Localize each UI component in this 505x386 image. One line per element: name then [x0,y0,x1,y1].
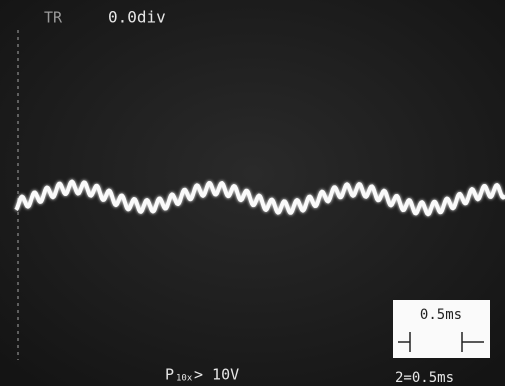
probe-setting: > 10V [194,366,239,384]
trigger-position: 0.0div [108,8,166,27]
trigger-label: TR [44,9,63,27]
oscilloscope-screen: TR 0.0div 0.5ms P 10x > 10V 2=0.5ms [0,0,505,386]
probe-prefix: P [165,366,174,384]
probe-subscript: 10x [176,374,193,384]
timebase: 2=0.5ms [395,370,454,386]
scale-box-label: 0.5ms [420,307,462,323]
